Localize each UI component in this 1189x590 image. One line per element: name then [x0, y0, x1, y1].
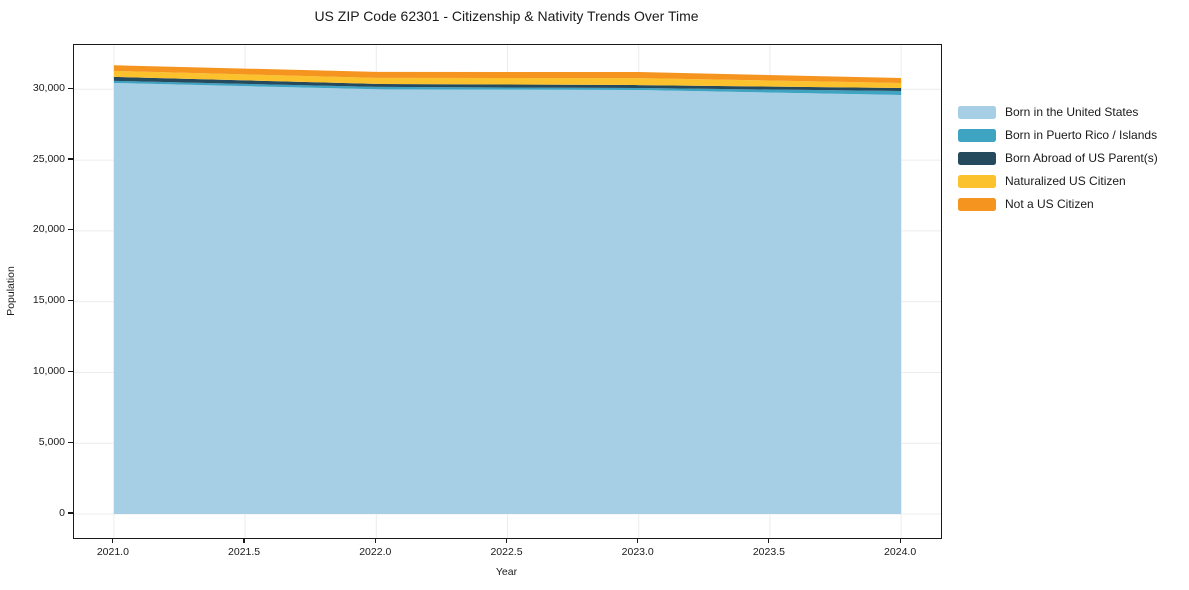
- x-tick-mark: [899, 538, 901, 544]
- x-tick-label: 2021.0: [96, 546, 129, 558]
- legend-item-0: Born in the United States: [958, 106, 1158, 119]
- area-layer-0: [113, 82, 902, 515]
- y-tick-mark: [68, 370, 73, 373]
- chart-svg: [74, 45, 941, 538]
- x-tick-mark: [112, 538, 114, 544]
- x-tick-label: 2023.0: [621, 546, 654, 558]
- area-layer-2: [113, 76, 902, 92]
- y-tick-mark: [68, 158, 73, 160]
- y-tick-mark: [68, 229, 73, 231]
- x-tick-label: 2023.5: [752, 546, 785, 558]
- y-tick-label: 15,000: [32, 294, 65, 307]
- y-tick-label: 0: [59, 506, 65, 519]
- x-axis-label: Year: [495, 566, 518, 578]
- legend-swatch: [958, 152, 996, 165]
- x-tick-mark: [374, 538, 376, 544]
- legend-item-3: Naturalized US Citizen: [958, 175, 1158, 188]
- x-tick-mark: [637, 538, 639, 544]
- x-tick-mark: [768, 538, 770, 544]
- y-tick-mark: [68, 87, 73, 89]
- legend: Born in the United States Born in Puerto …: [958, 106, 1158, 211]
- x-tick-label: 2022.0: [359, 546, 392, 558]
- x-tick-label: 2022.5: [490, 546, 523, 558]
- legend-label: Born in the United States: [1005, 105, 1139, 119]
- legend-item-2: Born Abroad of US Parent(s): [958, 152, 1158, 165]
- legend-item-4: Not a US Citizen: [958, 198, 1158, 211]
- y-tick-mark: [68, 300, 73, 302]
- legend-swatch: [958, 175, 996, 188]
- legend-swatch: [958, 198, 996, 211]
- legend-label: Not a US Citizen: [1005, 197, 1094, 211]
- legend-label: Naturalized US Citizen: [1005, 174, 1126, 188]
- plot-area: [73, 44, 942, 539]
- y-tick-label: 5,000: [38, 435, 65, 448]
- y-tick-mark: [68, 512, 73, 514]
- legend-swatch: [958, 129, 996, 142]
- y-tick-label: 10,000: [32, 364, 65, 377]
- x-tick-label: 2021.5: [228, 546, 261, 558]
- y-tick-label: 30,000: [32, 81, 65, 94]
- area-layer-3: [113, 70, 902, 89]
- chart-title: US ZIP Code 62301 - Citizenship & Nativi…: [314, 8, 699, 24]
- area-layer-1: [113, 80, 902, 95]
- y-tick-label: 20,000: [32, 223, 65, 236]
- x-tick-label: 2024.0: [884, 546, 917, 558]
- y-axis-label: Population: [5, 266, 17, 316]
- legend-swatch: [958, 106, 996, 119]
- y-tick-mark: [68, 441, 73, 443]
- y-tick-label: 25,000: [32, 152, 65, 165]
- area-layer-4: [113, 65, 902, 83]
- x-tick-mark: [505, 538, 508, 544]
- legend-label: Born Abroad of US Parent(s): [1005, 151, 1158, 165]
- legend-item-1: Born in Puerto Rico / Islands: [958, 129, 1158, 142]
- x-tick-mark: [243, 538, 245, 544]
- legend-label: Born in Puerto Rico / Islands: [1005, 128, 1158, 142]
